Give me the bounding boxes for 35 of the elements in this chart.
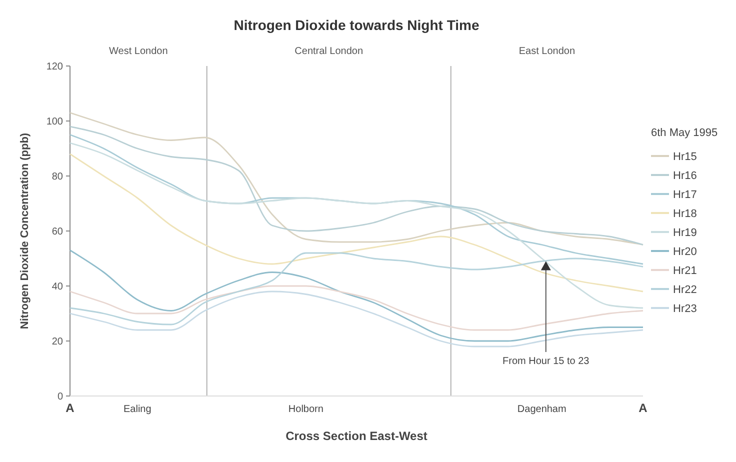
legend-label: Hr21 — [673, 264, 697, 277]
y-tick-label: 120 — [46, 62, 64, 72]
line-series — [69, 142, 644, 309]
legend-label: Hr18 — [673, 208, 697, 220]
legend-label: Hr22 — [673, 284, 697, 296]
chart-title: Nitrogen Dioxide towards Night Time — [234, 17, 480, 33]
legend-label: Hr15 — [673, 150, 697, 163]
legend-label: Hr19 — [673, 226, 697, 239]
line-series — [69, 290, 644, 348]
line-series — [69, 153, 644, 292]
x-axis-title: Cross Section East-West — [286, 429, 428, 443]
y-tick-label: 100 — [46, 116, 64, 128]
text: Central London — [294, 46, 364, 57]
legend-title: 6th May 1995 — [651, 127, 718, 139]
legend-label: Hr16 — [673, 170, 697, 182]
x-tick-label: A — [66, 401, 75, 415]
legend-label: Hr20 — [673, 246, 697, 258]
y-tick-label: 40 — [52, 282, 64, 292]
line-series — [69, 250, 644, 342]
text: East London — [518, 46, 576, 57]
legend-label: Hr17 — [673, 188, 697, 201]
x-tick-label: A — [638, 401, 648, 415]
legend-label: Hr23 — [673, 302, 697, 315]
x-tick-label: Dagenham — [517, 404, 566, 415]
line-series — [69, 285, 644, 331]
y-tick-label: 60 — [52, 226, 64, 238]
line-series — [69, 252, 644, 326]
y-axis-title: Nitrogen Dioxide Concentration (ppb) — [19, 132, 31, 330]
y-tick-label: 0 — [57, 392, 64, 402]
text: West London — [109, 46, 168, 57]
y-tick-label: 80 — [52, 172, 64, 182]
annotation: From Hour 15 to 23 — [502, 356, 590, 367]
x-tick-label: Holborn — [288, 404, 324, 415]
x-tick-label: Ealing — [124, 404, 152, 415]
y-tick-label: 20 — [52, 336, 64, 348]
